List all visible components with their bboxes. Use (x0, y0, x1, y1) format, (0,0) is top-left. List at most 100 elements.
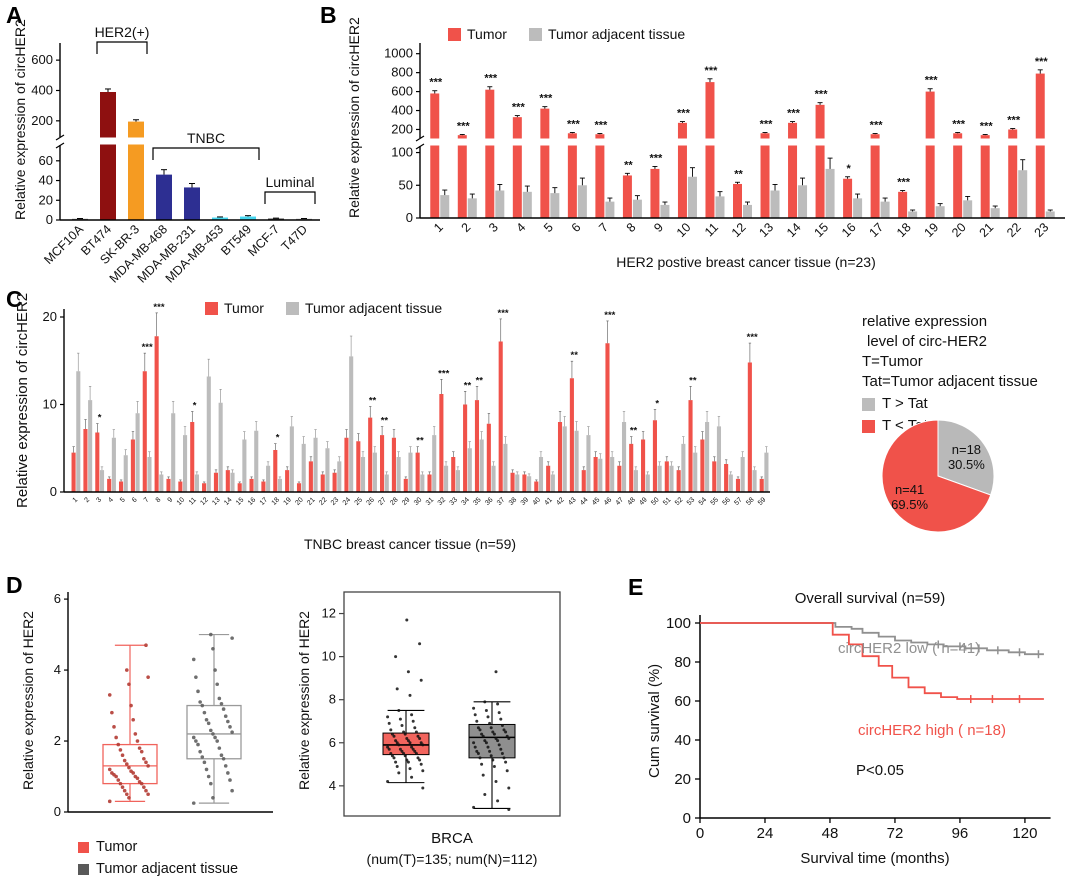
svg-text:***: *** (747, 332, 758, 343)
svg-text:600: 600 (31, 52, 53, 67)
adjacent-color-swatch (285, 301, 299, 315)
svg-text:***: *** (594, 120, 608, 132)
svg-text:23: 23 (1032, 220, 1052, 240)
svg-text:2: 2 (459, 220, 474, 235)
svg-text:33: 33 (449, 496, 460, 507)
brca-label: BRCA (431, 830, 473, 847)
legend-label-tumor: Tumor (224, 300, 264, 316)
svg-text:*: * (98, 413, 102, 424)
legend-item-adjacent: Tumor adjacent tissue (285, 300, 443, 316)
svg-text:57: 57 (733, 496, 744, 507)
panel-b-label: B (320, 2, 337, 28)
svg-text:51: 51 (662, 496, 673, 507)
svg-text:20: 20 (294, 496, 305, 507)
legend-item-adjacent: Tumor adjacent tissue (78, 858, 238, 880)
svg-text:**: ** (369, 395, 377, 406)
svg-text:***: *** (1007, 115, 1021, 127)
svg-text:18: 18 (271, 496, 282, 507)
svg-text:25: 25 (354, 496, 365, 507)
svg-text:4: 4 (514, 220, 529, 235)
svg-text:***: *** (142, 342, 153, 353)
svg-text:80: 80 (674, 654, 691, 671)
svg-text:**: ** (381, 416, 389, 427)
svg-text:19: 19 (922, 220, 942, 240)
svg-text:28: 28 (389, 496, 400, 507)
svg-text:100: 100 (391, 145, 413, 160)
svg-text:24: 24 (342, 496, 353, 507)
svg-text:0: 0 (683, 810, 691, 827)
svg-text:21: 21 (306, 496, 317, 507)
svg-text:12: 12 (729, 220, 749, 240)
svg-text:HER2(+): HER2(+) (95, 24, 150, 40)
svg-text:100: 100 (666, 615, 691, 632)
panel-b-x-axis-label: HER2 postive breast cancer tissue (n=23) (616, 254, 876, 270)
svg-text:42: 42 (555, 496, 566, 507)
panel-b-legend: Tumor Tumor adjacent tissue (448, 26, 685, 42)
svg-text:48: 48 (627, 496, 638, 507)
svg-text:11: 11 (702, 220, 721, 239)
svg-text:27: 27 (377, 496, 388, 507)
svg-text:400: 400 (31, 82, 53, 97)
legend-label-adjacent: Tumor adjacent tissue (547, 26, 686, 42)
svg-text:6: 6 (329, 735, 336, 750)
panel-d-brca-boxplot: 4 6 8 10 12 (322, 591, 561, 817)
svg-text:60: 60 (674, 693, 691, 710)
svg-text:41: 41 (543, 496, 554, 507)
svg-text:3: 3 (486, 220, 501, 235)
svg-text:40: 40 (532, 496, 543, 507)
legend-item-tumor: Tumor (78, 836, 238, 858)
svg-text:8: 8 (155, 496, 163, 504)
svg-text:34: 34 (460, 496, 471, 507)
brca-sample-counts: (num(T)=135; num(N)=112) (366, 851, 538, 867)
panel-c-x-axis-label: TNBC breast cancer tissue (n=59) (303, 536, 517, 552)
svg-text:***: *** (512, 102, 526, 114)
adjacent-color-swatch (528, 27, 542, 41)
svg-text:37: 37 (496, 496, 507, 507)
svg-text:***: *** (787, 108, 801, 120)
svg-text:**: ** (624, 159, 633, 171)
km-label-high: circHER2 high ( n=18) (858, 722, 1006, 739)
svg-text:400: 400 (391, 103, 413, 118)
svg-text:16: 16 (839, 220, 859, 240)
red-swatch (862, 419, 875, 433)
km-label-low: circHER2 low ( n=41) (838, 640, 981, 657)
svg-text:6: 6 (54, 591, 61, 606)
panel-b-her2-tissue-bar-chart: ****************** **********************… (384, 43, 1065, 240)
svg-text:32: 32 (437, 496, 448, 507)
svg-text:19: 19 (282, 496, 293, 507)
svg-text:**: ** (630, 426, 638, 437)
svg-text:23: 23 (330, 496, 341, 507)
svg-text:3: 3 (95, 496, 103, 504)
svg-text:46: 46 (603, 496, 614, 507)
svg-text:39: 39 (520, 496, 531, 507)
legend-label-adjacent: Tumor adjacent tissue (304, 300, 443, 316)
panel-e-x-axis-label: Survival time (months) (800, 850, 950, 867)
svg-text:***: *** (457, 120, 471, 132)
svg-text:20: 20 (43, 309, 57, 324)
svg-text:31: 31 (425, 496, 436, 507)
svg-text:48: 48 (822, 825, 839, 842)
svg-text:***: *** (484, 73, 498, 85)
svg-text:22: 22 (1004, 220, 1024, 240)
svg-text:5: 5 (541, 220, 556, 235)
svg-text:69.5%: 69.5% (891, 497, 928, 512)
svg-text:1000: 1000 (384, 46, 413, 61)
svg-text:*: * (655, 398, 659, 409)
svg-text:MCF10A: MCF10A (41, 222, 86, 267)
svg-text:24: 24 (757, 825, 774, 842)
svg-text:***: *** (677, 108, 691, 120)
svg-text:200: 200 (391, 121, 413, 136)
svg-text:***: *** (153, 302, 164, 313)
p-value-label: P<0.05 (856, 762, 904, 779)
svg-text:800: 800 (391, 65, 413, 80)
svg-text:4: 4 (54, 662, 61, 677)
svg-text:***: *** (650, 152, 664, 164)
svg-text:54: 54 (698, 496, 709, 507)
svg-text:5: 5 (119, 496, 127, 504)
svg-text:4: 4 (107, 496, 115, 504)
svg-text:2: 2 (54, 733, 61, 748)
svg-text:58: 58 (745, 496, 756, 507)
tumor-color-swatch (205, 301, 218, 315)
svg-text:47: 47 (615, 496, 626, 507)
